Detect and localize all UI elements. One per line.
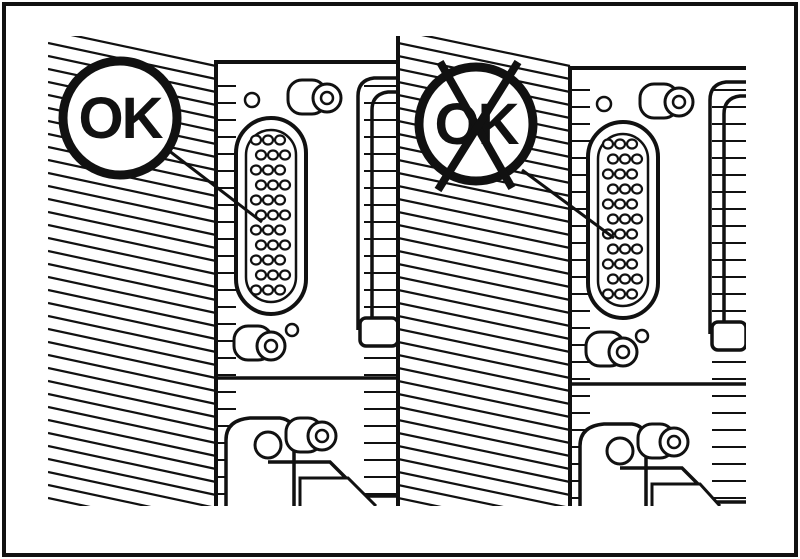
ok-badge-text: OK: [79, 86, 164, 151]
left-connector-pins: [249, 134, 292, 296]
right-connector: [586, 120, 660, 320]
left-screw-bottom: [232, 322, 300, 362]
left-base: [216, 376, 398, 506]
right-hole: [595, 95, 613, 113]
right-screw-bottom: [584, 328, 650, 368]
right-base: [570, 382, 746, 506]
right-bracket: [708, 80, 746, 352]
not-ok-badge-leader-line: [521, 168, 615, 240]
cross-out-line-2: [434, 59, 522, 193]
left-screw-top: [286, 78, 343, 116]
left-housing-front: [216, 85, 398, 495]
right-screw-top: [638, 82, 695, 120]
left-hole: [243, 91, 261, 109]
ok-badge-circle: [58, 56, 182, 180]
ok-badge: OK: [58, 56, 263, 224]
left-connector: [234, 116, 308, 316]
not-ok-badge: OK: [414, 59, 615, 240]
left-bracket: [356, 76, 398, 348]
ok-badge-leader-line: [167, 148, 263, 224]
